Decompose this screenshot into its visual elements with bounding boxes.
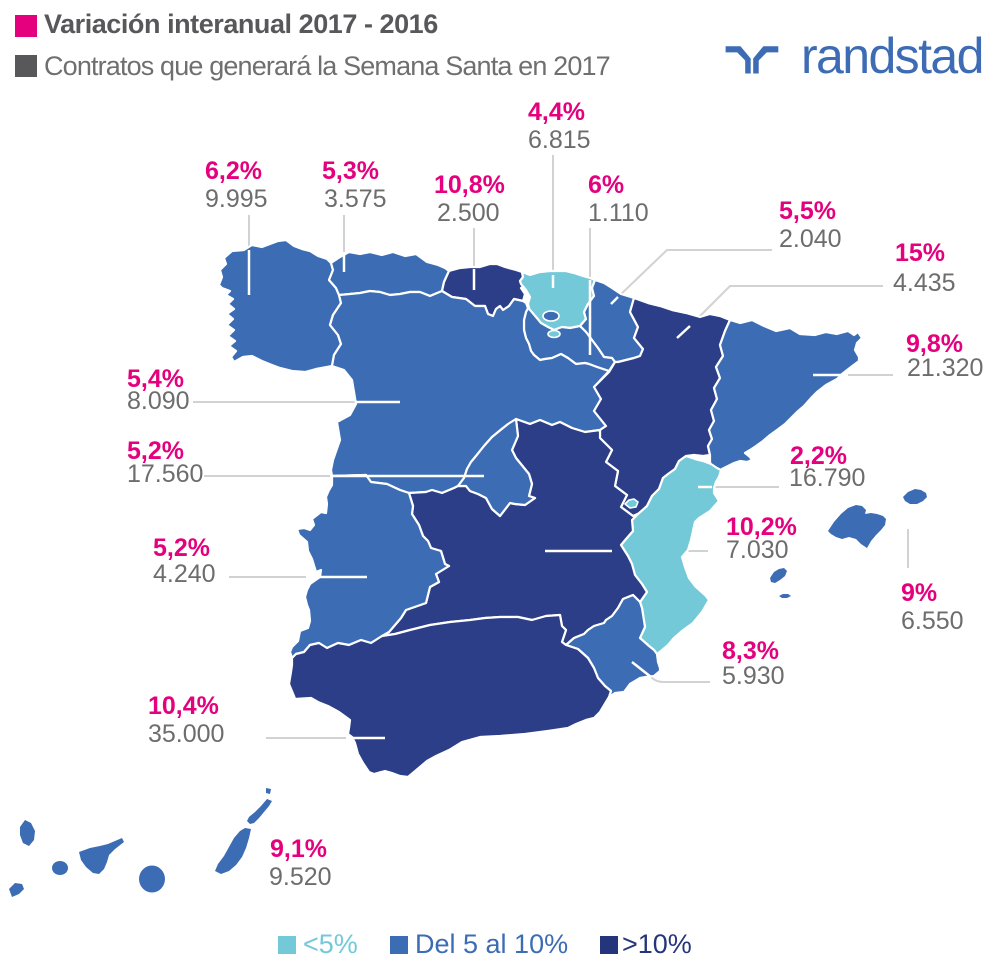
svg-text:10,8%: 10,8%	[434, 171, 505, 199]
svg-text:6%: 6%	[588, 171, 624, 199]
svg-text:8.090: 8.090	[127, 387, 190, 415]
svg-text:5.930: 5.930	[722, 662, 785, 690]
svg-text:6.815: 6.815	[528, 126, 591, 154]
svg-text:15%: 15%	[895, 239, 945, 267]
svg-text:randstad: randstad	[801, 28, 983, 84]
svg-text:35.000: 35.000	[148, 720, 224, 748]
svg-text:17.560: 17.560	[127, 460, 203, 488]
svg-text:5,2%: 5,2%	[127, 437, 184, 465]
svg-text:3.575: 3.575	[324, 185, 387, 213]
svg-text:8,3%: 8,3%	[722, 637, 779, 665]
svg-text:>10%: >10%	[622, 929, 692, 959]
svg-text:10,4%: 10,4%	[148, 692, 219, 720]
svg-text:9%: 9%	[901, 579, 937, 607]
svg-text:2,2%: 2,2%	[790, 442, 847, 470]
svg-text:2.040: 2.040	[779, 225, 842, 253]
svg-text:9.520: 9.520	[269, 863, 332, 891]
svg-text:5,3%: 5,3%	[322, 157, 379, 185]
svg-text:16.790: 16.790	[789, 464, 865, 492]
svg-text:4.435: 4.435	[893, 269, 956, 297]
svg-text:9,8%: 9,8%	[906, 330, 963, 358]
svg-text:1.110: 1.110	[588, 199, 649, 227]
svg-text:4.240: 4.240	[153, 560, 216, 588]
svg-text:4,4%: 4,4%	[528, 98, 585, 126]
svg-text:9,1%: 9,1%	[270, 835, 327, 863]
svg-text:6.550: 6.550	[901, 607, 964, 635]
svg-text:5,4%: 5,4%	[127, 365, 184, 393]
svg-text:10,2%: 10,2%	[726, 513, 797, 541]
svg-text:Contratos que generará la Sema: Contratos que generará la Semana Santa e…	[44, 51, 610, 81]
svg-text:7.030: 7.030	[726, 536, 789, 564]
svg-text:6,2%: 6,2%	[205, 157, 262, 185]
svg-text:21.320: 21.320	[907, 354, 983, 382]
svg-text:5,5%: 5,5%	[779, 197, 836, 225]
svg-text:2.500: 2.500	[437, 199, 500, 227]
svg-text:Variación interanual 2017 - 20: Variación interanual 2017 - 2016	[44, 9, 438, 39]
svg-text:9.995: 9.995	[205, 185, 268, 213]
svg-text:<5%: <5%	[303, 929, 358, 959]
svg-text:Del 5 al 10%: Del 5 al 10%	[415, 929, 568, 959]
svg-text:5,2%: 5,2%	[153, 534, 210, 562]
